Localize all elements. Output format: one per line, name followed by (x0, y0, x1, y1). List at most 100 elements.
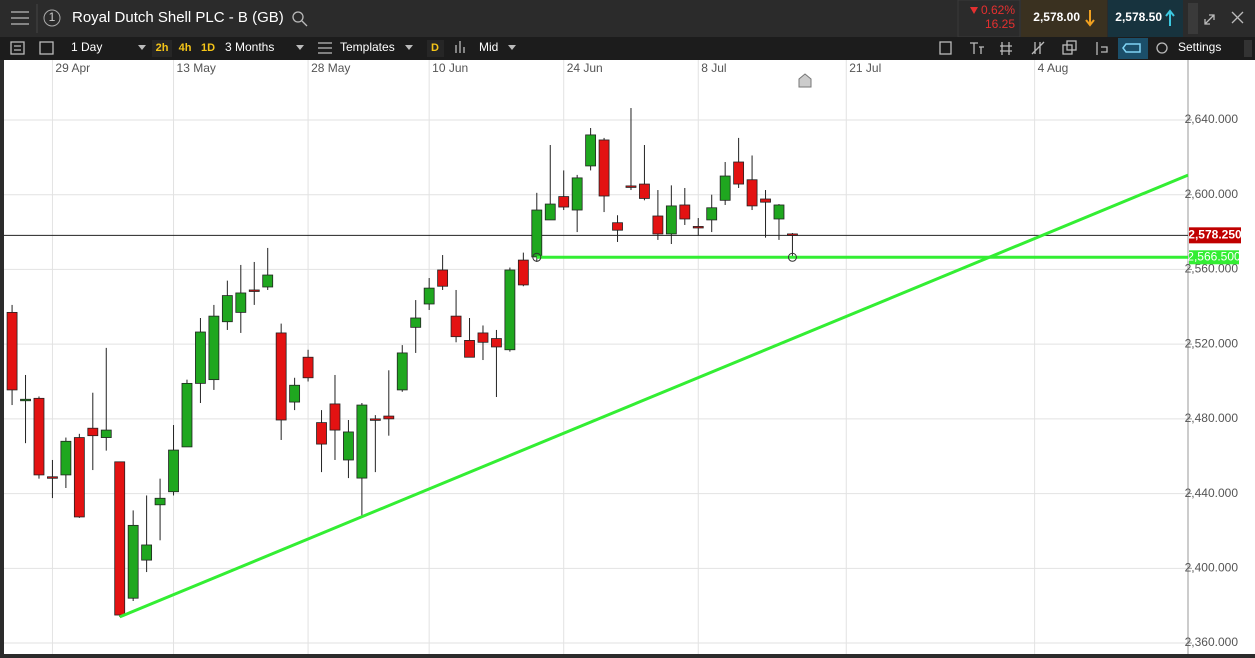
sell-arrow (1085, 10, 1095, 27)
candle-body (692, 226, 704, 229)
candle-body (517, 259, 529, 286)
candle-body (47, 476, 58, 479)
y-tick-label: 2,440.000 (1185, 486, 1239, 500)
x-tick-label: 21 Jul (849, 61, 881, 75)
candle-body (6, 311, 18, 391)
x-tick-label: 10 Jun (432, 61, 468, 75)
range-select[interactable]: 3 Months (225, 40, 274, 54)
candle-body (585, 134, 597, 167)
interval-select[interactable]: 1 Day (71, 40, 102, 54)
bottom-edge (0, 654, 1255, 658)
candle-body (746, 179, 758, 207)
layout-button[interactable] (39, 41, 54, 55)
templates-button[interactable]: Templates (340, 40, 395, 54)
candle-body (20, 398, 31, 402)
candle-body (773, 204, 785, 220)
candle-body (383, 415, 395, 420)
sell-button[interactable] (1021, 0, 1107, 37)
menu-button[interactable] (11, 11, 29, 25)
candle-body (706, 207, 718, 221)
now-marker[interactable] (798, 73, 812, 88)
candle-body (127, 524, 139, 599)
change-percent: 0.62% (981, 3, 1015, 17)
down-arrow (970, 7, 978, 14)
candle-body (181, 382, 193, 448)
buy-arrow (1165, 9, 1175, 26)
y-tick-label: 2,360.000 (1185, 635, 1239, 649)
x-tick-label: 28 May (311, 61, 350, 75)
dropdown-caret (405, 45, 413, 50)
candle-body (168, 449, 179, 493)
candle-body (154, 497, 166, 506)
quick-interval[interactable]: 2h (156, 42, 169, 54)
candle-body (141, 544, 153, 561)
candle-body (410, 317, 422, 328)
x-tick-label: 8 Jul (701, 61, 726, 75)
candle-body (571, 177, 583, 211)
quick-interval-bg (152, 40, 172, 57)
candle-body (221, 295, 233, 323)
popout-button[interactable] (1204, 14, 1215, 25)
candle-body (558, 196, 570, 208)
price-tag (1189, 227, 1241, 244)
candle-body (652, 215, 664, 235)
candle-body (450, 315, 462, 338)
x-tick-label: 13 May (177, 61, 216, 75)
candle-body (343, 431, 354, 461)
candle-body (114, 461, 126, 616)
candle-body (356, 404, 368, 479)
change-panel (957, 0, 1021, 38)
index-number: 1 (49, 10, 56, 24)
candle-body (262, 274, 274, 288)
candle-body (612, 222, 623, 231)
settings-button[interactable]: Settings (1178, 40, 1221, 54)
candle-body (787, 233, 798, 236)
dropdown-caret (508, 45, 516, 50)
candle-body (275, 332, 287, 421)
tool-icons[interactable] (939, 40, 1108, 55)
line-handle (787, 252, 797, 262)
x-tick-label: 29 Apr (55, 61, 90, 75)
instrument-title: Royal Dutch Shell PLC - B (GB) (72, 9, 284, 26)
side-icon[interactable] (1188, 3, 1198, 34)
left-edge (0, 60, 4, 658)
d-button[interactable]: D (431, 42, 439, 54)
x-tick-label: 4 Aug (1038, 61, 1069, 75)
line-tag-label: 2,566.500 (1187, 249, 1241, 263)
search-button[interactable] (292, 11, 308, 27)
candle-body (464, 340, 475, 358)
line-tag (1189, 250, 1239, 265)
close-button[interactable] (1231, 11, 1244, 24)
candle-body (208, 315, 220, 381)
quick-interval[interactable]: 4h (179, 42, 192, 54)
y-tick-label: 2,400.000 (1185, 560, 1239, 574)
candle-body (639, 183, 650, 199)
plot: 29 Apr 13 May 28 May 10 Jun 24 Jun 8 Jul 21 Ju… (4, 60, 1242, 654)
index-badge[interactable] (43, 9, 61, 27)
candle-body (598, 139, 610, 197)
candle-body (195, 331, 206, 384)
candle-body (33, 397, 45, 476)
candle-body (316, 422, 327, 445)
price-type-select[interactable]: Mid (479, 40, 498, 54)
y-tick-label: 2,600.000 (1185, 187, 1239, 201)
candle-body (289, 384, 301, 403)
candle-body (477, 332, 489, 343)
buy-price: 2,578.50 (1115, 10, 1162, 24)
y-tick-label: 2,560.000 (1185, 262, 1239, 276)
candle-body (73, 437, 85, 518)
candle-body (665, 205, 677, 235)
dropdown-caret (296, 45, 304, 50)
candle-body (302, 356, 314, 379)
y-tick-label: 2,480.000 (1185, 411, 1239, 425)
line-handle (532, 252, 542, 262)
candle-body (100, 429, 112, 438)
candle-body (625, 185, 637, 188)
list-button[interactable] (10, 41, 25, 55)
candle-body (733, 161, 745, 185)
quick-interval[interactable]: 1D (201, 42, 215, 54)
dropdown-caret (138, 45, 146, 50)
candle-body (504, 269, 516, 351)
